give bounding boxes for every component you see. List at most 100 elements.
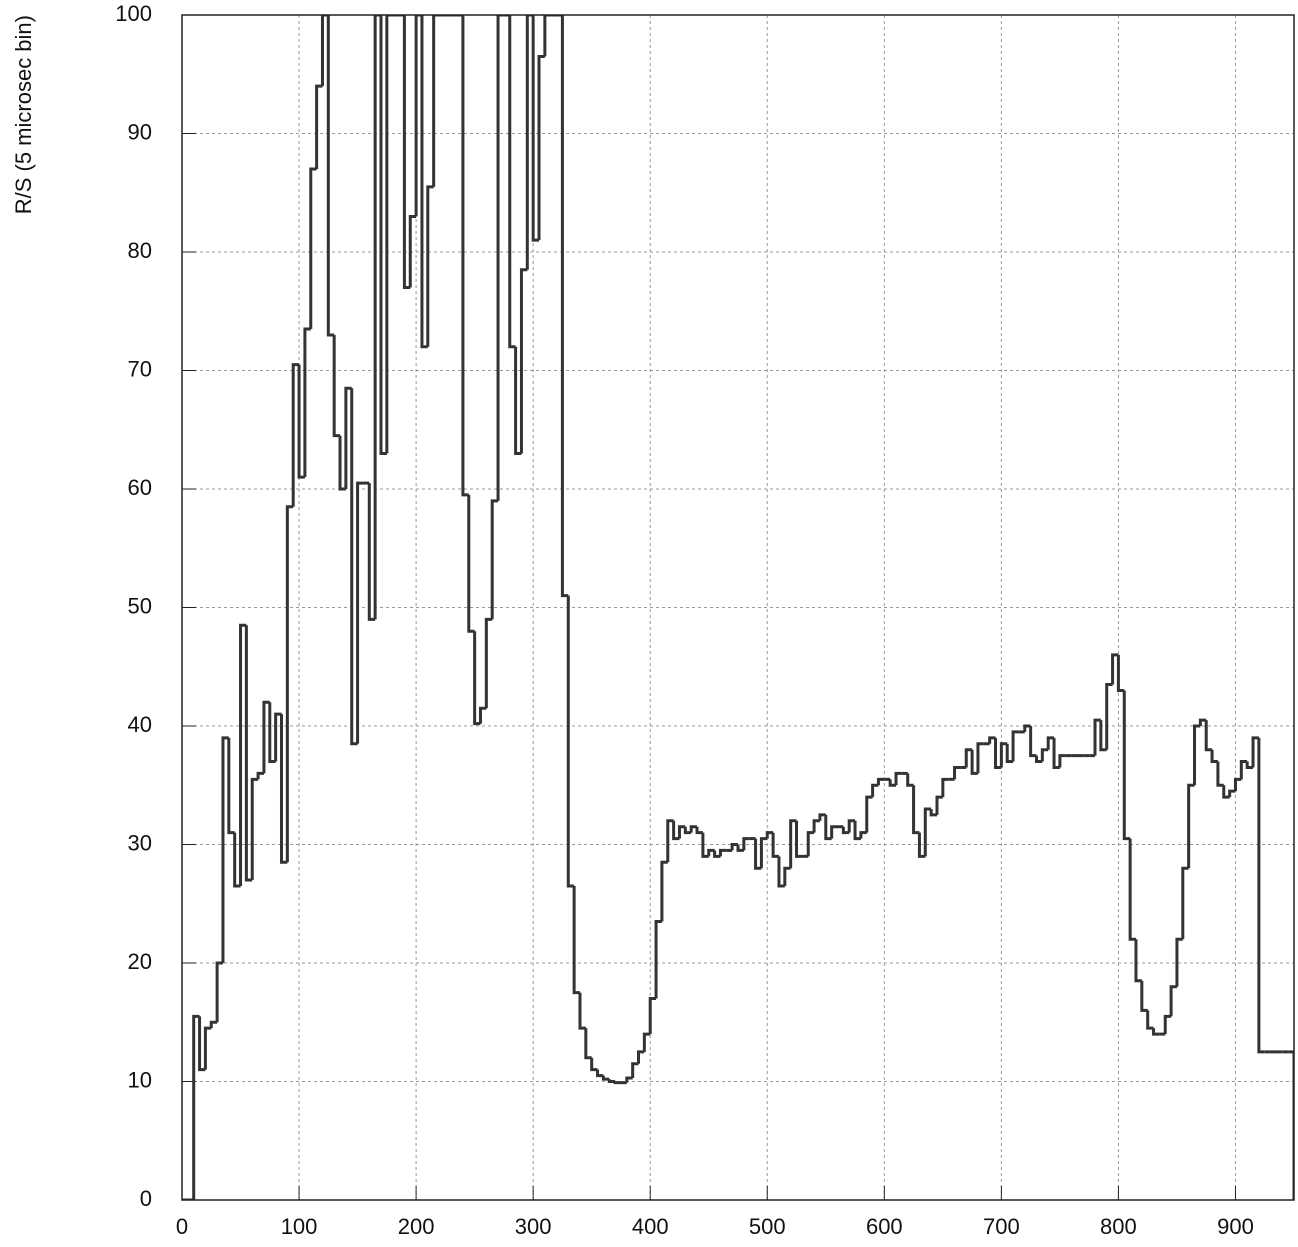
bar-step [367, 483, 376, 621]
bar-step [426, 185, 434, 347]
bar-step [537, 54, 545, 241]
bar-step [847, 819, 856, 833]
bar-step [689, 825, 698, 833]
bar-step [917, 832, 926, 858]
bar-step [1193, 724, 1201, 786]
x-tick-label: 500 [749, 1214, 786, 1239]
bar-step [929, 808, 937, 817]
bar-step [496, 15, 504, 501]
bar-step [683, 826, 692, 835]
bar-step [1288, 1050, 1294, 1200]
bar-step [625, 1076, 633, 1083]
bar-step [227, 737, 235, 835]
bar-step [344, 386, 352, 489]
bar-step [1210, 749, 1218, 764]
x-tick-label: 300 [515, 1214, 552, 1239]
bar-step [841, 826, 850, 835]
bar-step [783, 866, 791, 886]
histogram [182, 15, 1294, 1200]
bar-step [373, 15, 381, 620]
bar-step [953, 765, 961, 780]
bar-step [1169, 985, 1177, 1017]
bar-step [1093, 718, 1101, 756]
bar-step [1216, 761, 1224, 787]
x-tick-label: 700 [983, 1214, 1020, 1239]
bar-step [326, 15, 335, 337]
bar-step [707, 848, 715, 857]
bar-step [631, 1062, 639, 1078]
bar-step [1046, 736, 1055, 750]
bar-step [1146, 1010, 1154, 1030]
y-tick-label: 20 [128, 949, 152, 974]
x-tick-label: 900 [1217, 1214, 1254, 1239]
x-tick-label: 400 [632, 1214, 669, 1239]
bar-step [648, 997, 657, 1035]
bar-step [244, 625, 253, 882]
bar-step [1023, 724, 1031, 732]
bar-step [209, 1020, 218, 1029]
bar-step [742, 837, 750, 851]
bar-step [871, 783, 879, 798]
bar-step [239, 623, 247, 886]
bar-step [701, 832, 709, 858]
bar-step [356, 481, 364, 744]
bar-step [865, 795, 873, 833]
bar-step [759, 837, 768, 869]
bar-step [654, 920, 662, 999]
bar-step [432, 15, 440, 187]
y-tick-label: 10 [128, 1067, 152, 1092]
bar-step [736, 844, 744, 852]
bar-step [508, 15, 516, 349]
bar-step [1140, 980, 1148, 1012]
bar-step [824, 814, 832, 841]
bar-step [941, 777, 949, 798]
bar-step [514, 346, 522, 455]
bar-step [1005, 743, 1014, 764]
bar-step [525, 15, 534, 270]
bar-step [1181, 866, 1189, 940]
bar-step [268, 702, 276, 764]
y-tick-label: 0 [140, 1186, 152, 1211]
x-tick-label: 100 [281, 1214, 318, 1239]
bar-step [672, 820, 680, 841]
y-tick-label: 70 [128, 356, 152, 381]
bar-step [543, 15, 551, 57]
bar-step [1052, 737, 1060, 769]
bar-step [1239, 760, 1248, 780]
bar-step [771, 832, 779, 858]
bar-step [853, 820, 861, 841]
x-tick-label: 0 [176, 1214, 188, 1239]
bar-step [1228, 789, 1236, 798]
bar-step [385, 15, 393, 454]
bar-step [906, 773, 914, 787]
bar-step [1111, 653, 1119, 685]
bar-step [1029, 726, 1037, 758]
bar-step [812, 819, 820, 833]
bar-step [912, 785, 920, 835]
bar-step [1187, 783, 1195, 869]
bar-step [888, 779, 897, 787]
bar-step [420, 15, 428, 349]
bar-step [584, 1028, 592, 1060]
bar-step [1034, 755, 1043, 764]
bar-step [607, 1079, 616, 1083]
bar-step [279, 714, 288, 864]
bar-step [332, 334, 341, 438]
y-tick-label: 30 [128, 830, 152, 855]
bar-step [461, 15, 469, 497]
bar-step [1198, 718, 1207, 726]
bar-step [718, 848, 727, 857]
bar-step [754, 838, 762, 870]
bar-step [1257, 737, 1265, 1054]
bar-step [830, 825, 838, 839]
bar-step [408, 214, 417, 288]
bar-step [1099, 720, 1107, 752]
bar-step [876, 777, 885, 786]
bar-step [970, 749, 978, 775]
bar-step [519, 268, 528, 454]
bar-step [613, 1081, 621, 1085]
bar-step [1011, 730, 1019, 762]
bar-step [572, 885, 580, 995]
